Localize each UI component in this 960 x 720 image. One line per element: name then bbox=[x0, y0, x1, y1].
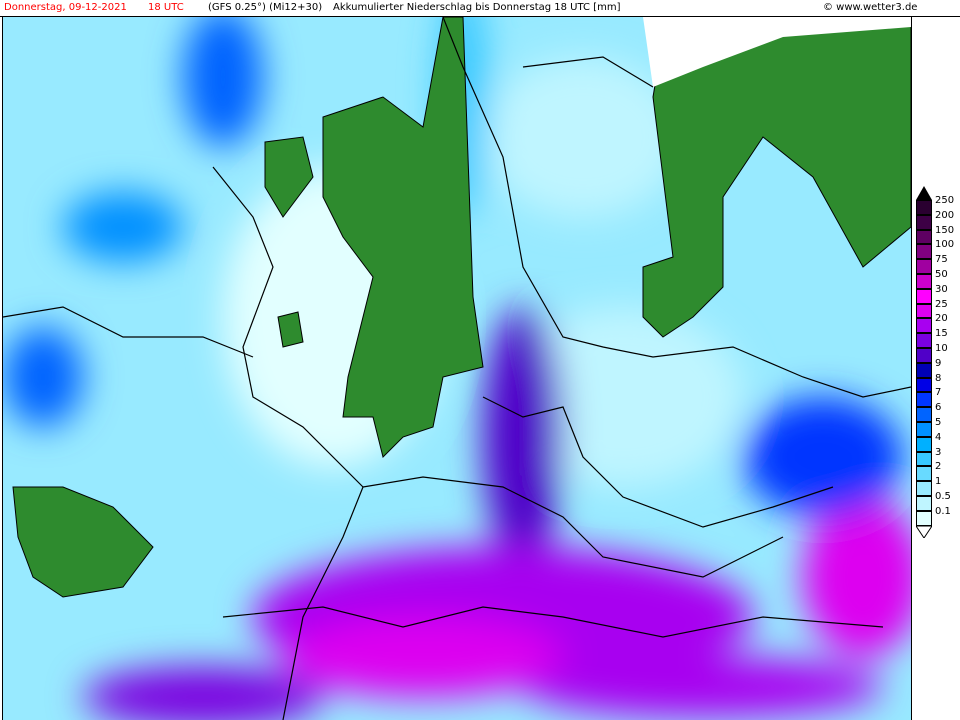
legend-swatch bbox=[916, 362, 932, 378]
legend-label: 7 bbox=[935, 387, 942, 399]
legend-swatch bbox=[916, 392, 932, 408]
legend-label: 9 bbox=[935, 357, 942, 369]
product-title: Akkumulierter Niederschlag bis Donnersta… bbox=[333, 2, 621, 13]
legend-label: 6 bbox=[935, 402, 942, 414]
time-label: 18 UTC bbox=[148, 2, 184, 13]
legend-swatch bbox=[916, 318, 932, 334]
legend-label: 2 bbox=[935, 461, 942, 473]
legend-label: 5 bbox=[935, 417, 942, 428]
legend-label: 3 bbox=[935, 446, 942, 458]
legend-label: 0.1 bbox=[935, 505, 951, 517]
legend-label: 1 bbox=[935, 476, 942, 488]
legend-label: 25 bbox=[935, 298, 948, 310]
copyright-label: © www.wetter3.de bbox=[823, 2, 918, 13]
legend-label: 50 bbox=[935, 269, 948, 280]
precip-field bbox=[3, 17, 911, 720]
legend-min-arrow-icon bbox=[916, 526, 932, 538]
legend-swatch bbox=[916, 200, 932, 215]
legend-swatch bbox=[916, 333, 932, 348]
no-precip-land bbox=[12, 17, 911, 598]
legend-swatch bbox=[916, 274, 932, 289]
legend-swatch bbox=[916, 510, 932, 526]
model-label: (GFS 0.25°) (Mi12+30) bbox=[208, 2, 323, 13]
legend-label: 4 bbox=[935, 431, 942, 443]
legend-swatch bbox=[916, 436, 932, 452]
legend-label: 200 bbox=[935, 209, 955, 221]
legend-swatch bbox=[916, 422, 932, 437]
legend-label: 0.5 bbox=[935, 491, 951, 502]
precipitation-map bbox=[2, 17, 912, 720]
legend-swatch bbox=[916, 377, 932, 393]
legend-label: 8 bbox=[935, 372, 942, 384]
legend-swatch bbox=[916, 466, 932, 482]
sea-areas bbox=[643, 17, 911, 87]
legend-max-arrow-icon bbox=[916, 186, 932, 200]
legend-swatch bbox=[916, 496, 932, 511]
legend-swatch bbox=[916, 244, 932, 260]
legend-swatch bbox=[916, 481, 932, 496]
legend-label: 10 bbox=[935, 343, 948, 354]
legend-label: 20 bbox=[935, 313, 948, 325]
legend-label: 250 bbox=[935, 195, 955, 206]
date-label: Donnerstag, 09-12-2021 bbox=[4, 2, 127, 13]
legend-label: 150 bbox=[935, 224, 955, 236]
legend-label: 100 bbox=[935, 239, 955, 251]
map-header: Donnerstag, 09-12-2021 18 UTC (GFS 0.25°… bbox=[0, 0, 960, 17]
legend-swatch bbox=[916, 348, 932, 363]
legend-label: 75 bbox=[935, 254, 948, 266]
legend-label: 15 bbox=[935, 328, 948, 340]
legend-swatch bbox=[916, 303, 932, 319]
legend-swatch bbox=[916, 288, 932, 304]
legend-swatch bbox=[916, 229, 932, 245]
legend-swatch bbox=[916, 451, 932, 467]
legend-swatch bbox=[916, 214, 932, 230]
country-borders bbox=[3, 17, 911, 720]
legend-swatch bbox=[916, 407, 932, 422]
legend-swatch bbox=[916, 259, 932, 274]
legend-label: 30 bbox=[935, 283, 948, 295]
